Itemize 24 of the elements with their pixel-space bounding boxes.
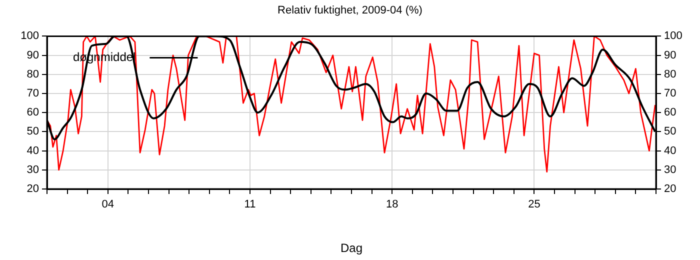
y2-tick-label: 50: [664, 126, 676, 138]
y-tick-label: 90: [26, 49, 39, 62]
x-tick-label: 18: [386, 198, 398, 211]
y-tick-label: 40: [26, 144, 39, 157]
y-tick-label: 50: [26, 126, 39, 138]
y2-tick-label: 80: [664, 68, 676, 80]
y-tick-label: 20: [26, 183, 39, 196]
y-tick-label: 60: [26, 106, 39, 119]
x-tick-label: 04: [102, 198, 114, 211]
y2-tick-label: 60: [664, 106, 676, 119]
y2-tick-label: 20: [664, 183, 676, 196]
chart-title: Relativ fuktighet, 2009-04 (%): [278, 4, 422, 17]
x-axis-title: Dag: [340, 241, 363, 256]
x-tick-label: 11: [244, 198, 256, 211]
y2-tick-label: 40: [664, 144, 676, 157]
y2-tick-label: 100: [664, 30, 682, 42]
x-tick-label: 25: [528, 198, 540, 211]
y2-tick-label: 90: [664, 49, 676, 62]
y-tick-label: 100: [20, 30, 39, 42]
y-tick-label: 80: [26, 68, 39, 80]
y-tick-label: 30: [26, 164, 39, 176]
y2-tick-label: 30: [664, 164, 676, 176]
y2-tick-label: 70: [664, 88, 676, 100]
y-tick-label: 70: [26, 88, 39, 100]
